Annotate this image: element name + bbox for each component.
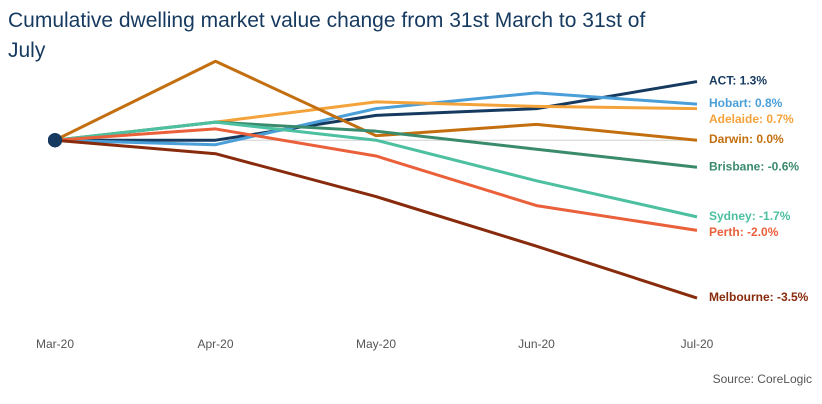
chart-title: Cumulative dwelling market value change … bbox=[8, 9, 646, 62]
x-tick-label: May-20 bbox=[356, 337, 396, 351]
line bbox=[54, 127, 698, 232]
x-tick-label: Mar-20 bbox=[36, 337, 74, 351]
x-tick-label: Jun-20 bbox=[518, 337, 555, 351]
x-tick-label: Jul-20 bbox=[681, 337, 714, 351]
end-label: Darwin: 0.0% bbox=[709, 132, 784, 146]
value-label: : -3.5% bbox=[770, 290, 809, 304]
value-label: : 1.3% bbox=[732, 74, 767, 88]
end-label: ACT: 1.3% bbox=[709, 74, 767, 88]
series-name: ACT bbox=[709, 74, 734, 88]
series-name: Brisbane bbox=[709, 159, 761, 173]
value-label: : 0.0% bbox=[749, 132, 784, 146]
value-label: : 0.7% bbox=[759, 112, 794, 126]
series-name: Hobart bbox=[709, 96, 748, 110]
line bbox=[54, 59, 698, 142]
series-name: Perth bbox=[709, 225, 740, 239]
end-label: Perth: -2.0% bbox=[709, 225, 779, 239]
end-label: Adelaide: 0.7% bbox=[709, 112, 794, 126]
line bbox=[54, 91, 698, 147]
series-name: Adelaide bbox=[709, 112, 759, 126]
series-name: Sydney bbox=[709, 209, 752, 223]
line bbox=[55, 80, 698, 142]
series-name: Darwin bbox=[709, 132, 749, 146]
value-label: : -0.6% bbox=[760, 159, 799, 173]
series-name: Melbourne bbox=[709, 290, 770, 304]
value-label: : -2.0% bbox=[740, 225, 779, 239]
value-label: : 0.8% bbox=[748, 96, 783, 110]
end-label: Melbourne: -3.5% bbox=[709, 290, 809, 304]
value-label: : -1.7% bbox=[752, 209, 791, 223]
line bbox=[54, 138, 698, 300]
x-tick-label: Apr-20 bbox=[197, 337, 233, 351]
start-marker bbox=[48, 133, 62, 148]
source: Source: CoreLogic bbox=[713, 372, 812, 386]
end-label: Brisbane: -0.6% bbox=[709, 159, 799, 173]
end-label: Hobart: 0.8% bbox=[709, 96, 783, 110]
end-label: Sydney: -1.7% bbox=[709, 209, 791, 223]
line bbox=[54, 120, 698, 219]
